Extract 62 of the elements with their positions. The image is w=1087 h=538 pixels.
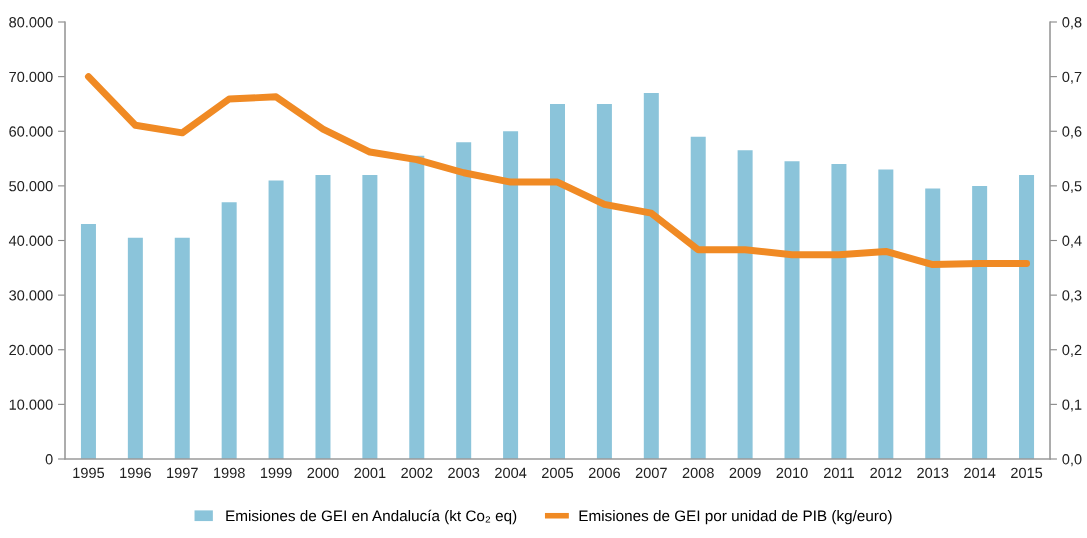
bar <box>972 185 988 459</box>
x-tick-label: 1996 <box>120 467 151 479</box>
y-tick-label: 60.000 <box>9 126 53 137</box>
bar <box>1019 174 1035 459</box>
x-tick-label: 2002 <box>401 467 433 479</box>
bar <box>362 174 378 459</box>
bar <box>456 142 472 459</box>
bar <box>925 188 941 459</box>
y-tick-label: 20.000 <box>9 344 53 356</box>
y2-tick-label: 0,5 <box>1062 180 1082 194</box>
bar <box>690 136 706 459</box>
x-tick-label: 2003 <box>448 467 480 479</box>
bar <box>409 155 425 459</box>
bar <box>315 174 331 459</box>
y2-tick-label: 0,6 <box>1062 126 1082 139</box>
y-tick-label: 70.000 <box>9 71 53 83</box>
x-tick-label: 2012 <box>870 467 902 479</box>
y2-tick-label: 0,4 <box>1062 235 1082 248</box>
bar <box>221 202 237 459</box>
bar <box>831 164 847 459</box>
x-tick-label: 2014 <box>964 467 996 479</box>
bar <box>127 237 143 459</box>
x-tick-label: 1999 <box>260 467 292 479</box>
y-tick-label: 80.000 <box>9 17 53 28</box>
bar <box>737 150 753 459</box>
x-tick-label: 2015 <box>1011 467 1043 479</box>
x-tick-label: 2007 <box>635 467 667 479</box>
x-tick-label: 1998 <box>214 467 245 479</box>
y-tick-label: 30.000 <box>9 290 53 301</box>
x-tick-label: 2005 <box>542 467 574 479</box>
y-tick-label: 10.000 <box>9 399 53 410</box>
x-tick-label: 2008 <box>682 467 714 479</box>
x-tick-label: 2011 <box>823 467 854 479</box>
y2-tick-label: 0,1 <box>1062 399 1082 412</box>
bar <box>174 237 190 459</box>
x-tick-label: 2009 <box>729 467 761 479</box>
x-tick-label: 2006 <box>588 467 620 479</box>
legend-label: Emisiones de GEI por unidad de PIB (kg/euro) <box>579 510 892 525</box>
bar <box>80 224 96 459</box>
y2-tick-label: 0,7 <box>1062 71 1082 84</box>
bar <box>878 169 894 459</box>
y2-tick-label: 0,8 <box>1062 17 1082 30</box>
x-tick-label: 1997 <box>167 467 198 479</box>
x-tick-label: 2004 <box>495 467 527 479</box>
y2-tick-label: 0,3 <box>1062 290 1082 303</box>
bar <box>596 103 612 459</box>
y-tick-label: 0 <box>45 454 53 465</box>
y-tick-label: 40.000 <box>8 235 53 246</box>
y2-tick-label: 0,2 <box>1062 344 1082 357</box>
bar <box>268 180 284 459</box>
x-tick-label: 2010 <box>776 467 808 479</box>
legend-label: Emisiones de GEI en Andalucía (kt Co₂ eq) <box>226 509 517 525</box>
bar <box>503 131 519 459</box>
x-tick-label: 1995 <box>73 467 105 479</box>
y2-tick-label: 0,0 <box>1062 454 1082 467</box>
bar <box>643 93 659 459</box>
y-tick-label: 50.000 <box>9 180 53 192</box>
bar <box>550 103 565 459</box>
x-tick-label: 2001 <box>354 467 386 479</box>
x-tick-label: 2000 <box>307 467 339 479</box>
x-tick-label: 2013 <box>917 467 949 479</box>
bar <box>784 161 800 459</box>
